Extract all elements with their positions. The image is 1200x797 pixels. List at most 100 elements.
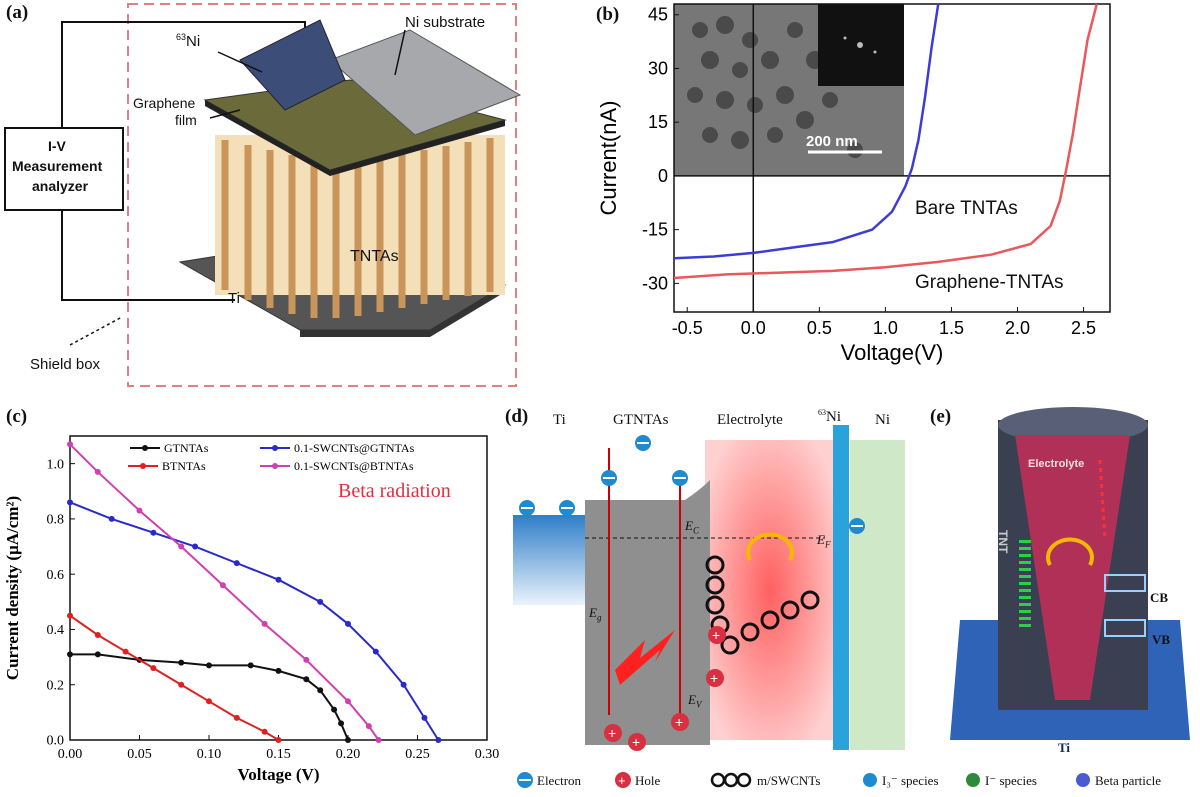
d-ni-label: Ni [875, 412, 890, 428]
series-line-1 [673, 3, 1098, 280]
x-tick-label: 0.30 [475, 747, 500, 762]
legend-i3: I₃⁻ species [882, 773, 939, 788]
legend-beta: Beta particle [1095, 773, 1162, 788]
ev-label: EV [688, 692, 702, 710]
legend-swcnt: m/SWCNTs [757, 773, 821, 788]
eg-label: Eg [589, 605, 602, 623]
y-tick-label: 45 [648, 5, 668, 25]
shield-box-outline [127, 3, 517, 387]
legend-label-2: 0.1-SWCNTs@GTNTAs [294, 441, 415, 455]
x-axis-label: Voltage(V) [841, 340, 944, 365]
y-tick-label: 0.8 [47, 513, 65, 528]
y-tick-label: 0.4 [47, 623, 65, 638]
ef-label: EF [817, 532, 831, 550]
lightning-icon [615, 630, 675, 685]
ecb-label: EC [685, 518, 699, 536]
data-point [136, 507, 143, 514]
ti-label: Ti [228, 290, 240, 307]
data-point [317, 598, 324, 605]
data-point [67, 441, 73, 448]
ni63-foil [239, 19, 346, 111]
chart-b: 200 nm -0.5 0.0 0.5 1.0 1.5 2.0 2.5 -30 -15 0 15 30… [596, 3, 1111, 365]
x-tick-label: 2.5 [1071, 318, 1096, 338]
y-tick-label: -30 [642, 273, 668, 293]
plot-frame-b [673, 3, 1111, 313]
data-point [206, 698, 212, 705]
y-axis-label: Current(nA) [596, 101, 621, 216]
data-point [178, 681, 185, 688]
y-tick-label: 0 [658, 166, 668, 186]
e-ti-label: Ti [1058, 740, 1071, 755]
iv-label-1: I-V [48, 138, 66, 154]
y-tick-label: -15 [642, 220, 668, 240]
panel-e-illustration [950, 407, 1190, 740]
svg-text:+: + [712, 627, 720, 643]
x-tick-label: 0.10 [197, 747, 222, 762]
x-tick-label: 0.20 [336, 747, 361, 762]
y-tick-label: 0.0 [47, 734, 65, 749]
panel-c: (c) 0.00 0.05 0.10 0.15 0.20 0.25 0.30 0.0 0.2 0.… [0, 400, 500, 797]
sem-pores [687, 16, 863, 158]
data-point [421, 714, 428, 721]
data-point [150, 665, 157, 672]
ni63-label: 63Ni [176, 32, 201, 50]
data-point [233, 714, 240, 721]
data-point [67, 612, 73, 619]
graphene-film-label-2: film [175, 112, 197, 128]
e-electrolyte-label: Electrolyte [1028, 458, 1085, 470]
data-point [94, 651, 101, 658]
x-tick-label: 0.00 [58, 747, 83, 762]
data-point [219, 582, 226, 589]
data-point [178, 543, 185, 550]
e-vb-label: VB [1152, 632, 1171, 647]
svg-text:+: + [675, 714, 683, 730]
legend-i-minus: I⁻ species [985, 773, 1037, 788]
data-point [303, 676, 310, 683]
series-line-1 [69, 614, 280, 741]
gtntas-band-region [585, 480, 710, 745]
data-point [275, 737, 282, 743]
data-point [400, 681, 407, 688]
panel-d-diagram: + + + + + [513, 425, 905, 751]
panel-e: (e) Electrolyte TNT CB VB Ti [930, 400, 1200, 770]
tnta-columns [215, 135, 505, 318]
beta-particle-icon [1076, 773, 1090, 787]
ni-substrate-label: Ni substrate [405, 14, 486, 31]
x-tick-label: 0.15 [266, 747, 291, 762]
iv-analyzer-box [4, 127, 124, 211]
x-tick-label: 0.5 [807, 318, 832, 338]
i3-species-icon [863, 773, 877, 787]
data-point [345, 737, 351, 743]
y-tick-label: 1.0 [47, 457, 65, 472]
x-tick-label: 0.05 [127, 747, 152, 762]
ti-region [513, 515, 585, 605]
data-point [338, 720, 345, 727]
beta-radiation-label: Beta radiation [338, 480, 451, 502]
legend-hole: Hole [635, 773, 661, 788]
shield-box-label: Shield box [30, 356, 101, 373]
svg-text:+: + [618, 773, 626, 788]
i-minus-species-icon [966, 773, 980, 787]
x-tick-label: 0.25 [405, 747, 430, 762]
data-point [192, 543, 199, 550]
series-line-0 [673, 3, 940, 260]
cycle-arrow [1046, 537, 1094, 566]
series-line-3 [69, 443, 380, 741]
panel-d: (d) [505, 400, 925, 770]
swcnt-chain [705, 555, 820, 655]
bare-tntas-label: Bare TNTAs [915, 198, 1018, 219]
ni-region [850, 440, 905, 750]
panel-a-illustration [4, 3, 522, 387]
data-point [261, 728, 268, 735]
data-point [178, 659, 185, 666]
data-point [122, 648, 129, 655]
series-line-2 [69, 501, 440, 741]
x-axis-label: Voltage (V) [238, 765, 320, 784]
hole-icons: + + + + + [604, 626, 726, 751]
redox-cycle-arrow [746, 532, 794, 561]
y-tick-label: 0.2 [47, 678, 65, 693]
data-point [275, 667, 282, 674]
y-tick-label: 30 [648, 58, 668, 78]
cb-box [1104, 574, 1146, 592]
bottom-legend: + Electron Hole m/SWCNTs I₃⁻ species I⁻ … [505, 768, 1200, 794]
